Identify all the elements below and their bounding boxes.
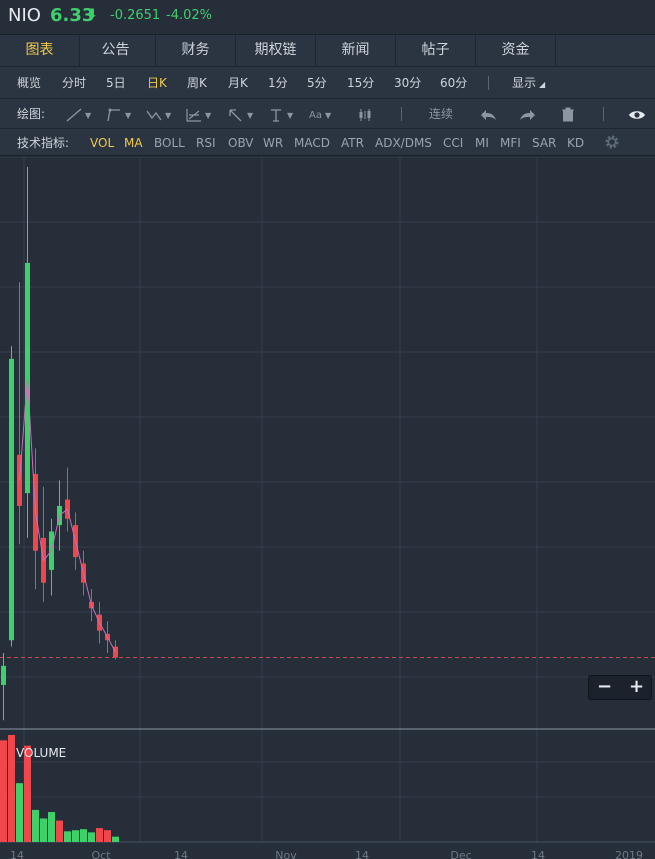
candle-body — [9, 358, 14, 641]
period-5min[interactable]: 5分 — [307, 76, 327, 90]
x-axis-label: 14 — [531, 849, 545, 859]
continuous-toggle[interactable]: 连续 — [429, 107, 454, 121]
indicator-rsi[interactable]: RSI — [196, 136, 216, 150]
volume-bar — [32, 809, 39, 842]
x-axis-label: Dec — [450, 849, 471, 859]
indicator-cci[interactable]: CCI — [443, 136, 464, 150]
text-tool-icon[interactable]: ▼ — [268, 105, 298, 123]
volume-bar — [40, 818, 47, 842]
settings-gear-icon[interactable] — [604, 134, 620, 152]
indicator-sar[interactable]: SAR — [532, 136, 557, 150]
x-axis-label: 14 — [355, 849, 369, 859]
indicator-obv[interactable]: OBV — [228, 136, 254, 150]
period-30min[interactable]: 30分 — [394, 76, 422, 90]
price-chart[interactable]: 14 Oct 14 Nov 14 Dec 14 2019 — [0, 157, 655, 859]
fork-tool-icon[interactable]: ▼ — [106, 105, 136, 123]
x-axis-label: Oct — [91, 849, 111, 859]
volume-bar — [72, 830, 79, 842]
undo-icon[interactable] — [480, 105, 510, 123]
tab-capital[interactable]: 资金 — [476, 35, 556, 67]
volume-bar — [96, 828, 103, 842]
period-weekly[interactable]: 周K — [187, 76, 207, 90]
fib-tool-icon[interactable]: ▼ — [186, 105, 216, 123]
corner-triangle-icon: ◢ — [539, 80, 546, 89]
volume-bar — [8, 735, 15, 842]
display-label: 显示 — [512, 76, 537, 90]
candle-style-icon[interactable] — [357, 105, 387, 123]
zoom-out-button[interactable]: − — [596, 676, 613, 697]
volume-bar — [112, 836, 119, 842]
x-axis-label: Nov — [275, 849, 297, 859]
volume-bar — [64, 831, 71, 842]
indicator-wr[interactable]: WR — [263, 136, 284, 150]
period-15min[interactable]: 15分 — [347, 76, 375, 90]
eye-icon[interactable] — [628, 105, 655, 123]
volume-bar — [56, 820, 63, 842]
tab-financials[interactable]: 财务 — [156, 35, 236, 67]
volume-bar — [16, 783, 23, 842]
volume-label: VOLUME — [16, 746, 67, 760]
trash-icon[interactable] — [561, 105, 591, 123]
x-axis-label: 2019 — [615, 849, 643, 859]
period-monthly[interactable]: 月K — [228, 76, 248, 90]
line-tool-icon[interactable]: ▼ — [66, 105, 96, 123]
divider — [488, 76, 489, 90]
tab-chart[interactable]: 图表 — [0, 35, 80, 67]
period-5d[interactable]: 5日 — [106, 76, 126, 90]
indicator-mi[interactable]: MI — [475, 136, 489, 150]
indicator-macd[interactable]: MACD — [294, 136, 330, 150]
drawing-label: 绘图: — [17, 107, 46, 121]
x-axis-label: 14 — [174, 849, 188, 859]
period-daily[interactable]: 日K — [147, 76, 167, 90]
divider — [603, 107, 604, 121]
indicator-atr[interactable]: ATR — [341, 136, 364, 150]
volume-bar — [0, 740, 7, 842]
divider — [401, 107, 402, 121]
volume-bar — [48, 812, 55, 842]
period-intraday[interactable]: 分时 — [62, 76, 87, 90]
display-dropdown[interactable]: 显示 ◢ — [512, 67, 545, 99]
zoom-control: − + — [588, 675, 652, 700]
price-change: -0.2651 — [110, 8, 161, 23]
down-arrow-icon: ⬇ — [87, 7, 98, 22]
period-bar: 概览 分时 5日 日K 周K 月K 1分 5分 15分 30分 60分 显示 ◢ — [0, 66, 655, 98]
font-size-label: Aa — [309, 110, 322, 121]
indicator-bar: 技术指标: VOL MA BOLL RSI OBV WR MACD ATR AD… — [0, 128, 655, 156]
volume-bar — [88, 832, 95, 842]
zoom-in-button[interactable]: + — [628, 676, 645, 697]
indicator-ma[interactable]: MA — [124, 136, 143, 150]
indicator-boll[interactable]: BOLL — [154, 136, 185, 150]
symbol: NIO — [8, 5, 41, 26]
x-axis-label: 14 — [10, 849, 24, 859]
volume-bar — [80, 829, 87, 842]
candle-body — [1, 665, 6, 686]
indicator-vol[interactable]: VOL — [90, 136, 115, 150]
tab-news[interactable]: 新闻 — [316, 35, 396, 67]
indicator-kd[interactable]: KD — [567, 136, 585, 150]
volume-bar — [104, 830, 111, 842]
indicators-label: 技术指标: — [17, 136, 70, 150]
redo-icon[interactable] — [518, 105, 548, 123]
period-1min[interactable]: 1分 — [268, 76, 288, 90]
wave-tool-icon[interactable]: ▼ — [146, 105, 176, 123]
arrow-tool-icon[interactable]: ▼ — [228, 105, 258, 123]
drawing-toolbar: 绘图: ▼ ▼ ▼ ▼ ▼ ▼ Aa ▼ 连续 — [0, 98, 655, 128]
period-overview[interactable]: 概览 — [17, 76, 42, 90]
volume-bar — [24, 745, 31, 842]
tab-options[interactable]: 期权链 — [236, 35, 316, 67]
tab-announcements[interactable]: 公告 — [76, 35, 156, 67]
period-60min[interactable]: 60分 — [440, 76, 468, 90]
main-tabs: 图表 公告 财务 期权链 新闻 帖子 资金 — [0, 34, 655, 67]
price-change-pct: -4.02% — [166, 8, 212, 23]
indicator-adx[interactable]: ADX/DMS — [375, 136, 432, 150]
font-size-icon[interactable]: Aa ▼ — [309, 110, 332, 121]
last-price: 6.33 — [50, 5, 95, 26]
quote-header: NIO 6.33 ⬇ -0.2651 -4.02% — [0, 0, 655, 34]
tab-posts[interactable]: 帖子 — [396, 35, 476, 67]
ma-line — [19, 378, 116, 653]
indicator-mfi[interactable]: MFI — [500, 136, 521, 150]
